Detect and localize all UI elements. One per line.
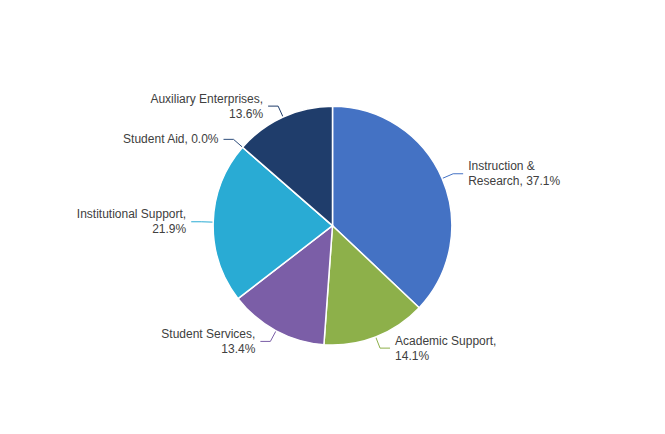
svg-text:Academic Support,: Academic Support,: [395, 334, 496, 348]
svg-text:Student Aid, 0.0%: Student Aid, 0.0%: [123, 132, 219, 146]
svg-text:Student Services,: Student Services,: [161, 327, 255, 341]
svg-text:13.4%: 13.4%: [221, 342, 255, 356]
svg-text:Institutional Support,: Institutional Support,: [77, 207, 186, 221]
svg-text:14.1%: 14.1%: [395, 349, 429, 363]
svg-text:Auxiliary Enterprises,: Auxiliary Enterprises,: [150, 92, 263, 106]
svg-text:21.9%: 21.9%: [152, 222, 186, 236]
svg-text:13.6%: 13.6%: [229, 107, 263, 121]
svg-text:Research, 37.1%: Research, 37.1%: [468, 174, 560, 188]
svg-text:Instruction &: Instruction &: [468, 159, 535, 173]
